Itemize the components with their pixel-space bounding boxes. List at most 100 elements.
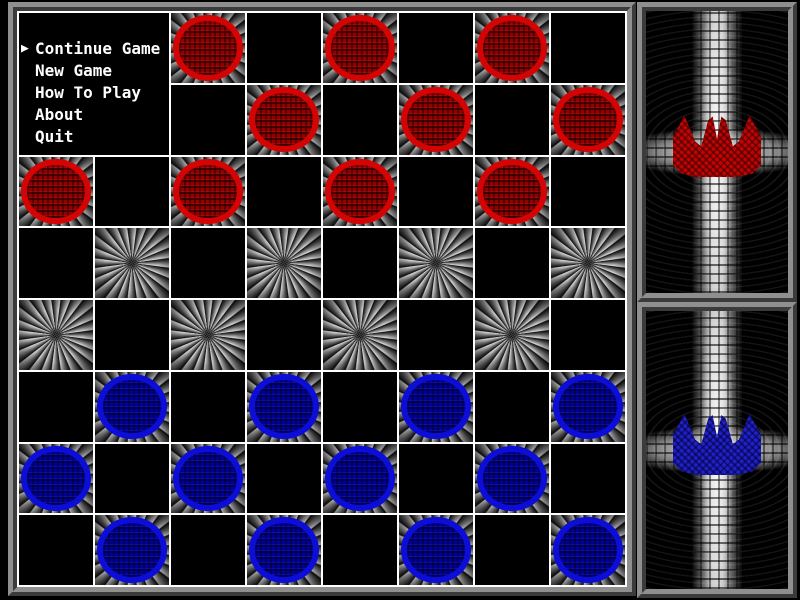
board-cell[interactable] [475, 443, 549, 514]
red-piece[interactable] [173, 158, 243, 225]
board-cell[interactable] [551, 515, 625, 585]
red-piece[interactable] [173, 15, 243, 81]
red-piece[interactable] [477, 158, 547, 225]
board-cell[interactable] [551, 228, 625, 298]
blue-panel-background [646, 311, 788, 589]
blue-piece[interactable] [97, 517, 167, 583]
board-cell[interactable] [399, 13, 473, 83]
board-cell[interactable] [247, 13, 321, 83]
blue-piece[interactable] [21, 445, 91, 512]
menu-cursor-icon: ▶ [21, 41, 29, 56]
blue-piece[interactable] [401, 517, 471, 583]
board-cell[interactable] [95, 515, 169, 585]
board-cell[interactable] [19, 371, 93, 442]
board-cell[interactable] [399, 228, 473, 298]
board-cell[interactable] [475, 156, 549, 227]
board-cell[interactable] [247, 84, 321, 155]
board-cell[interactable] [247, 300, 321, 370]
red-piece[interactable] [325, 158, 395, 225]
board-cell[interactable] [19, 300, 93, 370]
board-cell[interactable] [323, 156, 397, 227]
board-cell[interactable] [551, 300, 625, 370]
board-cell[interactable] [247, 156, 321, 227]
menu-item-label: Quit [35, 127, 74, 146]
board-cell[interactable] [171, 371, 245, 442]
red-piece[interactable] [325, 15, 395, 81]
board-cell[interactable] [475, 515, 549, 585]
board-cell[interactable] [551, 443, 625, 514]
board-cell[interactable] [551, 84, 625, 155]
board-cell[interactable] [95, 156, 169, 227]
board-cell[interactable] [399, 515, 473, 585]
menu-item-label: About [35, 105, 84, 124]
board-cell[interactable] [323, 13, 397, 83]
board-cell[interactable] [399, 300, 473, 370]
board-cell[interactable] [247, 515, 321, 585]
board-cell[interactable] [475, 300, 549, 370]
blue-piece[interactable] [553, 517, 623, 583]
board-cell[interactable] [399, 156, 473, 227]
red-crown-icon [672, 115, 762, 178]
board-cell[interactable] [323, 84, 397, 155]
board-cell[interactable] [475, 371, 549, 442]
board-cell[interactable] [171, 300, 245, 370]
board-cell[interactable] [475, 84, 549, 155]
board-cell[interactable] [247, 371, 321, 442]
board-cell[interactable] [19, 443, 93, 514]
board-cell[interactable] [551, 371, 625, 442]
blue-piece[interactable] [477, 445, 547, 512]
blue-piece[interactable] [249, 373, 319, 440]
board-cell[interactable] [551, 13, 625, 83]
board-cell[interactable] [247, 228, 321, 298]
board-cell[interactable] [19, 156, 93, 227]
board-cell[interactable] [19, 515, 93, 585]
board-cell[interactable] [247, 443, 321, 514]
board-cell[interactable] [171, 228, 245, 298]
board-cell[interactable] [171, 156, 245, 227]
board-cell[interactable] [95, 371, 169, 442]
board-cell[interactable] [323, 443, 397, 514]
board-cell[interactable] [171, 84, 245, 155]
board-cell[interactable] [95, 443, 169, 514]
board-cell[interactable] [323, 228, 397, 298]
blue-piece[interactable] [249, 517, 319, 583]
menu-item-about[interactable]: About [21, 104, 169, 126]
board-cell[interactable] [399, 443, 473, 514]
game-menu: ▶ Continue Game New Game How To Play Abo… [19, 13, 172, 158]
red-piece[interactable] [21, 158, 91, 225]
board-cell[interactable] [171, 515, 245, 585]
red-piece[interactable] [477, 15, 547, 81]
menu-item-label: New Game [35, 61, 113, 80]
board-cell[interactable] [171, 13, 245, 83]
red-piece[interactable] [249, 86, 319, 153]
board-cell[interactable] [171, 443, 245, 514]
board-cell[interactable] [475, 228, 549, 298]
board-cell[interactable] [551, 156, 625, 227]
menu-item-new-game[interactable]: New Game [21, 60, 169, 82]
red-piece[interactable] [553, 86, 623, 153]
menu-item-how-to-play[interactable]: How To Play [21, 82, 169, 104]
board-cell[interactable] [323, 515, 397, 585]
board-cell[interactable] [475, 13, 549, 83]
menu-item-quit[interactable]: Quit [21, 126, 169, 148]
board-grid [19, 13, 625, 585]
blue-piece[interactable] [325, 445, 395, 512]
board-frame: ▶ Continue Game New Game How To Play Abo… [8, 2, 636, 596]
blue-piece[interactable] [553, 373, 623, 440]
blue-player-panel [637, 302, 797, 598]
red-player-panel [637, 2, 797, 302]
board-cell[interactable] [399, 371, 473, 442]
board-cell[interactable] [399, 84, 473, 155]
board-cell[interactable] [95, 300, 169, 370]
board-cell[interactable] [19, 228, 93, 298]
menu-item-continue-game[interactable]: ▶ Continue Game [21, 38, 169, 60]
blue-piece[interactable] [173, 445, 243, 512]
board-cell[interactable] [95, 228, 169, 298]
board-cell[interactable] [323, 371, 397, 442]
board-cell[interactable] [323, 300, 397, 370]
board-border: ▶ Continue Game New Game How To Play Abo… [17, 11, 627, 587]
blue-piece[interactable] [97, 373, 167, 440]
red-piece[interactable] [401, 86, 471, 153]
blue-piece[interactable] [401, 373, 471, 440]
